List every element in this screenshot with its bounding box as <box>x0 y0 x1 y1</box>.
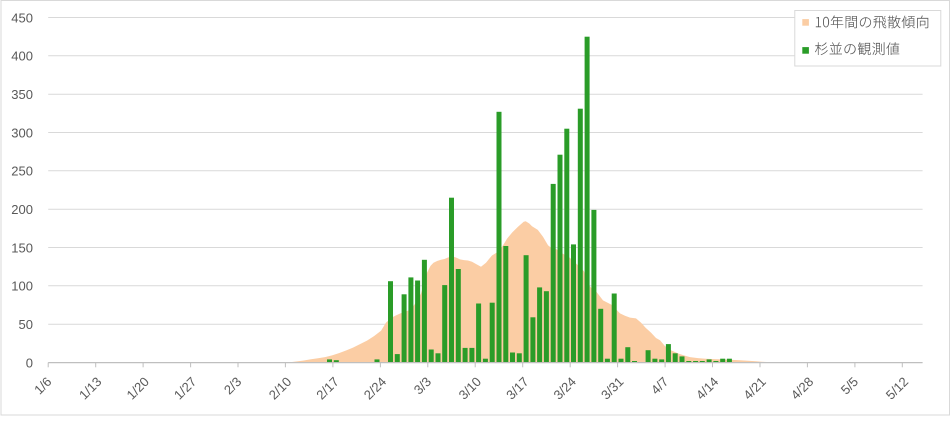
svg-text:450: 450 <box>11 10 33 25</box>
svg-text:350: 350 <box>11 87 33 102</box>
svg-text:50: 50 <box>19 317 33 332</box>
svg-text:400: 400 <box>11 49 33 64</box>
svg-text:250: 250 <box>11 164 33 179</box>
svg-text:0: 0 <box>26 355 33 370</box>
svg-text:150: 150 <box>11 240 33 255</box>
svg-text:100: 100 <box>11 279 33 294</box>
svg-text:200: 200 <box>11 202 33 217</box>
svg-text:300: 300 <box>11 125 33 140</box>
